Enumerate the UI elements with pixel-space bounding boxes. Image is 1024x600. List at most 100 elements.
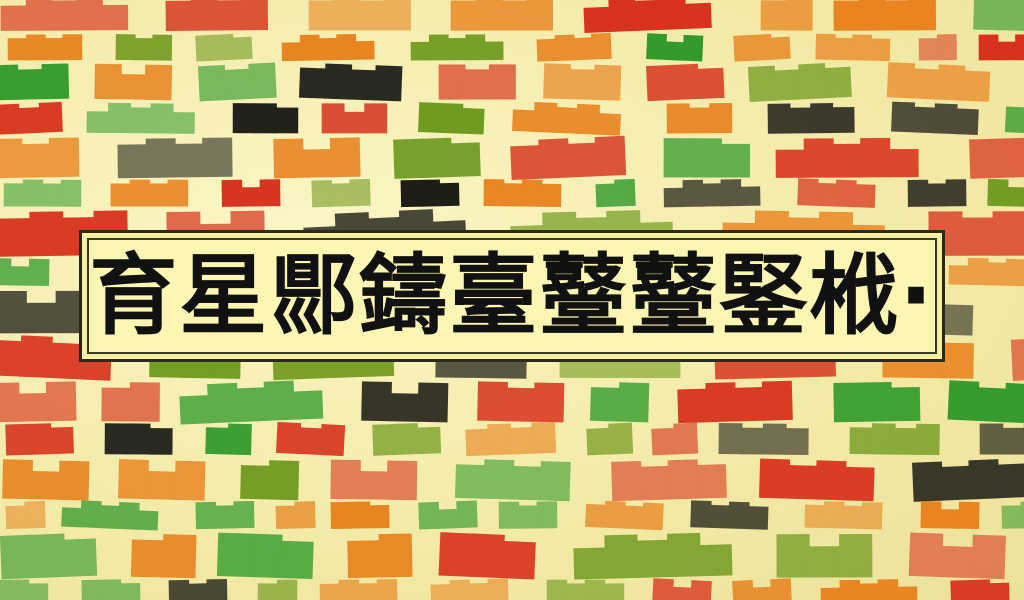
title-banner: 育星郻鑄臺鼞鼞鋻栰·: [79, 230, 945, 362]
collage-glyph-block: ▇▆▇: [168, 576, 227, 600]
collage-glyph-block: ▅▇▆▇▅: [0, 0, 127, 32]
collage-glyph-block: ▇▇▆: [969, 131, 1024, 179]
collage-glyph-block: ▇▇▆: [418, 97, 484, 135]
collage-glyph-block: ▇▅▇: [221, 176, 280, 208]
collage-glyph-block: ▇▅▇: [94, 59, 171, 101]
collage-glyph-block: ▅▇▆▇▅: [583, 0, 711, 34]
collage-glyph-block: ▇▆▇▆: [759, 453, 874, 501]
collage-glyph-block: ▇▅▇: [987, 176, 1024, 208]
collage-glyph-block: ▇▇▆: [81, 576, 140, 600]
collage-glyph-block: ▇▇▆: [195, 29, 252, 62]
collage-glyph-block: ▇▅▇: [418, 497, 477, 531]
collage-glyph-block: ▇▇▆: [733, 29, 790, 62]
collage-glyph-block: ▆▇▆▇: [804, 498, 882, 530]
collage-glyph-block: ▇▇▆: [393, 131, 480, 179]
collage-glyph-block: ▇▆▇: [115, 30, 171, 61]
collage-glyph-block: ▇▇▆: [950, 576, 1009, 600]
collage-glyph-block: ▇▅▇: [652, 575, 711, 600]
collage-glyph-block: ▇▆▇▆: [767, 98, 854, 134]
collage-glyph-block: ▆▇: [131, 527, 196, 578]
collage-glyph-block: ▇▇▆: [438, 525, 535, 580]
collage-glyph-block: ▆▇▆▇: [3, 176, 81, 208]
collage-glyph-block: ▇▆▇: [477, 376, 564, 422]
collage-glyph-block: ▇▆▇: [666, 98, 732, 134]
collage-glyph-block: ▇▇▆: [5, 419, 73, 456]
collage-glyph-block: ▇▆▇: [907, 176, 966, 208]
collage-glyph-block: ▇▆▇▆: [891, 97, 978, 135]
collage-glyph-block: ▆▇▆▇: [7, 30, 81, 61]
collage-glyph-block: ▇▇▆: [330, 498, 389, 530]
collage-glyph-block: ▆▇▆▇: [450, 0, 552, 32]
collage-glyph-block: ▇▆▇: [276, 418, 345, 457]
collage-glyph-block: ▇▇▆: [973, 0, 1024, 33]
collage-glyph-block: ▆▇▆▇: [165, 0, 267, 32]
collage-glyph-block: ▇▆▇: [0, 132, 79, 178]
collage-glyph-block: ▇▅▇: [330, 454, 416, 500]
collage-glyph-block: ▆▇: [240, 454, 298, 500]
collage-glyph-block: ▇▅▇: [0, 255, 49, 287]
collage-glyph-block: ▆▇▆▇: [430, 575, 508, 600]
collage-glyph-block: ▆▇: [257, 576, 297, 600]
collage-glyph-block: ▇▆▇▆: [690, 497, 768, 531]
collage-glyph-block: ▆▇▆▇: [117, 132, 232, 178]
collage-glyph-block: ▇▆▇: [195, 498, 254, 530]
collage-glyph-block: ▆▇: [760, 0, 812, 32]
collage-glyph-block: ▅▇▆▇▅: [663, 176, 760, 208]
collage-glyph-block: ▅▇▆▇▅: [573, 525, 732, 580]
collage-glyph-block: ▇▆▇▆: [1010, 329, 1024, 381]
collage-glyph-block: ▇▇▆: [0, 576, 48, 600]
collage-glyph-block: ▆▇: [5, 498, 45, 530]
collage-glyph-block: ▅▇▆▇▅: [948, 254, 1024, 288]
collage-glyph-block: ▆▇: [595, 176, 635, 208]
collage-glyph-block: ▇▅▇: [920, 498, 979, 530]
collage-glyph-block: ▇▆▇▆: [611, 453, 726, 501]
collage-glyph-block: ▇▅▇: [0, 284, 87, 334]
collage-glyph-block: ▇▆▇: [198, 58, 276, 102]
collage-glyph-block: ▇▅▇: [0, 376, 76, 422]
collage-glyph-block: ▆▇: [205, 419, 251, 456]
collage-glyph-block: ▇▇▆: [232, 98, 297, 134]
collage-glyph-block: ▆▇: [275, 498, 315, 530]
collage-glyph-block: ▅▇▆▇▅: [61, 497, 158, 531]
collage-glyph-block: ▇▆▇▆: [815, 30, 890, 61]
collage-glyph-block: ▇▅▇: [118, 453, 205, 501]
collage-glyph-block: ▅▇▆▇▅: [86, 98, 194, 134]
collage-glyph-block: ▆▇▆▇: [309, 0, 411, 31]
collage-glyph-block: ▆▇▆▇: [510, 130, 625, 180]
collage-glyph-block: ▇▆▇: [0, 59, 68, 101]
collage-glyph-block: ▆▇▆▇: [111, 177, 188, 207]
collage-glyph-block: ▆▇▆▇: [319, 576, 397, 600]
collage-glyph-block: ▆▇▆▇: [677, 375, 792, 423]
collage-glyph-block: ▇▇▆: [372, 418, 440, 457]
collage-glyph-block: ▇▆▇▆: [887, 57, 990, 103]
collage-glyph-block: ▇▅▇: [909, 526, 1005, 579]
collage-glyph-block: ▇▆▇: [543, 58, 621, 102]
collage-glyph-block: ▆▇▆▇: [455, 453, 570, 501]
collage-glyph-block: ▆▇▆▇: [465, 418, 555, 457]
collage-glyph-block: ▆▇▆▇: [536, 29, 611, 62]
collage-glyph-block: ▇▅▇: [322, 99, 387, 133]
collage-glyph-block: ▇▇▆: [217, 526, 313, 579]
collage-glyph-block: ▆▇▆▇: [849, 419, 939, 456]
collage-glyph-block: ▆▇▆▇: [585, 497, 663, 531]
collage-glyph-block: ▇▅▇: [978, 30, 1024, 61]
collage-glyph-block: ▅▇▆▇▅: [820, 576, 917, 600]
collage-glyph-block: ▇▇▆: [104, 419, 172, 456]
collage-glyph-block: ▇▅▇: [361, 376, 448, 422]
collage-glyph-block: ▆▇▆▇: [833, 0, 935, 32]
collage-glyph-block: ▆▇▆▇: [299, 58, 402, 102]
collage-glyph-block: ▇▇▆: [833, 376, 920, 422]
collage-glyph-block: ▇▅▇: [273, 132, 360, 178]
collage-glyph-block: ▆▇: [586, 419, 632, 456]
collage-glyph-block: ▇▆▇▆: [483, 176, 561, 208]
collage-glyph-block: ▇▅▇: [646, 29, 703, 62]
collage-glyph-block: ▇▆▇▆: [748, 57, 851, 103]
collage-glyph-block: ▇▆▇: [438, 59, 515, 101]
banner-title: 育星郻鑄臺鼞鼞鋻栰·: [89, 244, 935, 347]
collage-glyph-block: ▆▇: [918, 30, 956, 61]
collage-glyph-block: ▆▇: [347, 527, 412, 578]
collage-glyph-block: ▆▇: [1005, 97, 1024, 135]
collage-glyph-block: ▇▅▇: [776, 527, 871, 578]
collage-glyph-block: ▇▆▇▆: [718, 419, 808, 456]
collage-glyph-block: ▇▇▆: [663, 132, 749, 178]
